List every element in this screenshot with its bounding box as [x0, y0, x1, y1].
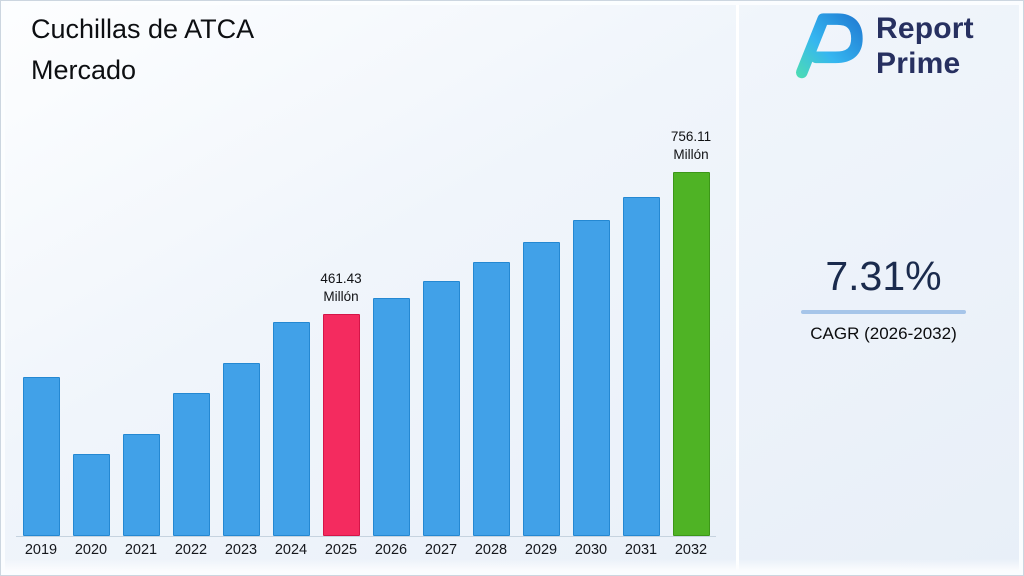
bar-2028 [472, 262, 510, 536]
x-tick-2019: 2019 [24, 542, 58, 558]
panel-divider [736, 5, 739, 571]
page-title-line1: Cuchillas de ATCA [31, 14, 255, 44]
bar-column-2019: 2019 [16, 156, 66, 558]
bar-column-2026: 2026 [366, 156, 416, 558]
bar-column-2022: 2022 [166, 156, 216, 558]
x-tick-2031: 2031 [624, 542, 658, 558]
bar-column-2020: 2020 [66, 156, 116, 558]
page-title: Cuchillas de ATCA Mercado [31, 9, 254, 90]
cagr-value: 7.31% [825, 253, 942, 299]
x-tick-2026: 2026 [374, 542, 408, 558]
bar-column-2021: 2021 [116, 156, 166, 558]
bar-column-2025: 461.43 Millón 2025 [316, 156, 366, 558]
bar-value-label-2032: 756.11 Millón [670, 129, 712, 163]
bar-column-2027: 2027 [416, 156, 466, 558]
bar-2020 [72, 454, 110, 536]
bar-2030 [572, 220, 610, 536]
bar-column-2029: 2029 [516, 156, 566, 558]
logo-text-line1: Report [876, 12, 974, 45]
cagr-underline [801, 310, 966, 314]
cagr-label: CAGR (2026-2032) [810, 324, 957, 343]
cagr-stat-block: 7.31% CAGR (2026-2032) [766, 253, 1001, 344]
bar-2026 [372, 298, 410, 536]
bar-2032 [672, 172, 710, 536]
x-tick-2023: 2023 [224, 542, 258, 558]
bar-2019 [22, 377, 60, 536]
report-prime-logo: Report Prime [784, 7, 974, 86]
x-tick-2024: 2024 [274, 542, 308, 558]
bar-2024 [272, 322, 310, 536]
bar-column-2031: 2031 [616, 156, 666, 558]
x-axis-line [16, 536, 716, 537]
bar-column-2028: 2028 [466, 156, 516, 558]
bar-value-label-2025: 461.43 Millón [320, 271, 362, 305]
x-tick-2030: 2030 [574, 542, 608, 558]
bar-2027 [422, 281, 460, 536]
bar-2031 [622, 197, 660, 536]
x-tick-2029: 2029 [524, 542, 558, 558]
bottom-fade [5, 559, 1019, 571]
bar-2029 [522, 242, 560, 536]
bar-column-2032: 756.11 Millón 2032 [666, 129, 716, 558]
bar-chart: 2019 2020 2021 2022 2023 2024 461.43 Millón 2025… [16, 129, 716, 558]
bar-2021 [122, 434, 160, 536]
report-prime-logo-text: Report Prime [876, 12, 974, 81]
logo-text-line2: Prime [876, 46, 961, 80]
x-tick-2022: 2022 [174, 542, 208, 558]
report-prime-logo-mark-icon [784, 7, 864, 86]
x-tick-2025: 2025 [324, 542, 358, 558]
bar-column-2024: 2024 [266, 156, 316, 558]
bar-2023 [222, 363, 260, 536]
bar-column-2030: 2030 [566, 156, 616, 558]
x-tick-2028: 2028 [474, 542, 508, 558]
bar-column-2023: 2023 [216, 156, 266, 558]
x-tick-2027: 2027 [424, 542, 458, 558]
x-tick-2021: 2021 [124, 542, 158, 558]
bar-2025 [322, 314, 360, 536]
bar-2022 [172, 393, 210, 536]
x-tick-2020: 2020 [74, 542, 108, 558]
page-title-line2: Mercado [31, 54, 137, 85]
x-tick-2032: 2032 [674, 542, 708, 558]
